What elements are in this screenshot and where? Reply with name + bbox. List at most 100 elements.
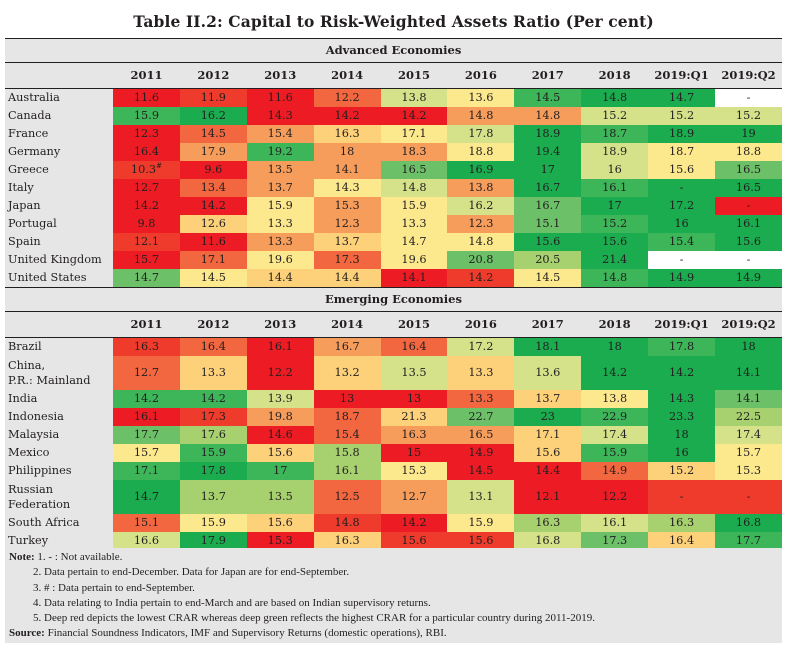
data-cell: 14.1 [715, 356, 782, 390]
column-header: 2016 [447, 62, 515, 89]
data-cell: 19.8 [246, 408, 314, 426]
data-cell: 22.9 [581, 408, 649, 426]
data-cell: 22.7 [447, 408, 515, 426]
source-label: Source: [9, 627, 45, 640]
data-cell: 13.5 [380, 356, 448, 390]
data-cell: 16.4 [648, 532, 716, 551]
data-cell: 16.5 [715, 161, 782, 179]
notes-section: Note: 1. - : Not available. 2. Data pert… [5, 548, 782, 643]
data-cell: 14.8 [313, 514, 381, 532]
country-name: Indonesia [5, 408, 113, 426]
data-cell: 17 [246, 462, 314, 480]
data-cell: 13.3 [179, 356, 247, 390]
crar-table-container: Advanced Economies 2011 2012 2013 2014 2015 20… [5, 38, 782, 551]
data-cell: 16.3 [514, 514, 582, 532]
column-header: 2019:Q2 [715, 311, 782, 338]
data-cell: - [715, 251, 782, 269]
data-cell: 14.1 [313, 161, 381, 179]
table-row: United States 14.7 14.5 14.4 14.4 14.1 14.2 14.… [5, 269, 782, 288]
data-cell: 12.2 [246, 356, 314, 390]
data-cell: - [648, 179, 716, 197]
data-cell: 13.5 [246, 480, 314, 514]
data-cell: 14.9 [447, 444, 515, 462]
table-row: Brazil 16.3 16.4 16.1 16.7 16.4 17.2 18.1 18 17.8… [5, 337, 782, 356]
column-header: 2016 [447, 311, 515, 338]
note-item: 3. # : Data pertain to end-September. [33, 581, 195, 594]
data-cell: 14.2 [581, 356, 649, 390]
data-cell: 16 [648, 215, 716, 233]
data-cell: 15 [380, 444, 448, 462]
table-row: Malaysia 17.7 17.6 14.6 15.4 16.3 16.5 17.1 17.4… [5, 426, 782, 444]
data-cell: - [715, 480, 782, 514]
data-cell: 14.4 [313, 269, 381, 288]
data-cell: 16.3 [113, 337, 180, 356]
data-cell: 23 [514, 408, 582, 426]
country-name: France [5, 125, 113, 143]
data-cell: 17.9 [179, 143, 247, 161]
data-cell: 15.6 [380, 532, 448, 551]
column-header: 2018 [581, 62, 649, 89]
source-text: Financial Soundness Indicators, IMF and … [47, 627, 447, 640]
data-cell: 17.3 [581, 532, 649, 551]
column-header: 2013 [246, 311, 314, 338]
data-cell: 13.8 [380, 88, 448, 107]
data-cell: 17.1 [113, 462, 180, 480]
data-cell: 13.4 [179, 179, 247, 197]
data-cell: 14.2 [380, 514, 448, 532]
data-cell: 12.6 [179, 215, 247, 233]
data-cell: 15.7 [715, 444, 782, 462]
data-cell: 14.6 [246, 426, 314, 444]
data-cell: 15.9 [179, 444, 247, 462]
table-row: Portugal 9.8 12.6 13.3 12.3 13.3 12.3 15.1 15.2 1… [5, 215, 782, 233]
country-name: Mexico [5, 444, 113, 462]
data-cell: 15.2 [648, 107, 716, 125]
data-cell: 16.1 [313, 462, 381, 480]
country-name: Philippines [5, 462, 113, 480]
data-cell: 14.7 [113, 480, 180, 514]
data-cell: 17.8 [447, 125, 515, 143]
country-name: Greece [5, 161, 113, 179]
data-cell: 13.7 [313, 233, 381, 251]
data-cell: 21.3 [380, 408, 448, 426]
data-cell: 14.5 [447, 462, 515, 480]
section-header-row: Emerging Economies [5, 287, 782, 312]
column-header: 2012 [179, 311, 247, 338]
data-cell: 22.5 [715, 408, 782, 426]
country-name: Canada [5, 107, 113, 125]
data-cell: 13.3 [447, 390, 515, 408]
data-cell: 9.8 [113, 215, 180, 233]
data-cell: 13.5 [246, 161, 314, 179]
table-row: United Kingdom 15.7 17.1 19.6 17.3 19.6 20.8 20… [5, 251, 782, 269]
data-cell: 20.5 [514, 251, 582, 269]
country-name: United States [5, 269, 113, 288]
data-cell: 15.6 [648, 161, 716, 179]
data-cell: 15.3 [715, 462, 782, 480]
data-cell: 18 [648, 426, 716, 444]
data-cell: 15.6 [447, 532, 515, 551]
country-name: Australia [5, 88, 113, 107]
data-cell: 15.9 [447, 514, 515, 532]
data-cell: 15.4 [313, 426, 381, 444]
data-cell: 18 [581, 337, 649, 356]
data-cell: 13 [313, 390, 381, 408]
country-name: India [5, 390, 113, 408]
data-cell: 16.4 [113, 143, 180, 161]
data-cell: 14.8 [581, 269, 649, 288]
data-cell: 13.2 [313, 356, 381, 390]
section-title: Advanced Economies [5, 38, 782, 63]
country-name: Portugal [5, 215, 113, 233]
table-row: China, P.R.: Mainland 12.7 13.3 12.2 13.2 13.5… [5, 356, 782, 390]
data-cell: 17.1 [179, 251, 247, 269]
data-cell: 18.9 [648, 125, 716, 143]
data-cell: 13.8 [447, 179, 515, 197]
country-name: Brazil [5, 337, 113, 356]
note-item: 2. Data pertain to end-December. Data fo… [33, 566, 350, 579]
data-cell: 11.6 [113, 88, 180, 107]
data-cell: 18.9 [581, 143, 649, 161]
table-row: Russian Federation 14.7 13.7 13.5 12.5 12.7 13.… [5, 480, 782, 514]
data-cell: 13.8 [581, 390, 649, 408]
data-cell: 16.8 [514, 532, 582, 551]
data-cell: 18 [715, 337, 782, 356]
data-cell: 19.4 [514, 143, 582, 161]
data-cell: 14.2 [447, 269, 515, 288]
